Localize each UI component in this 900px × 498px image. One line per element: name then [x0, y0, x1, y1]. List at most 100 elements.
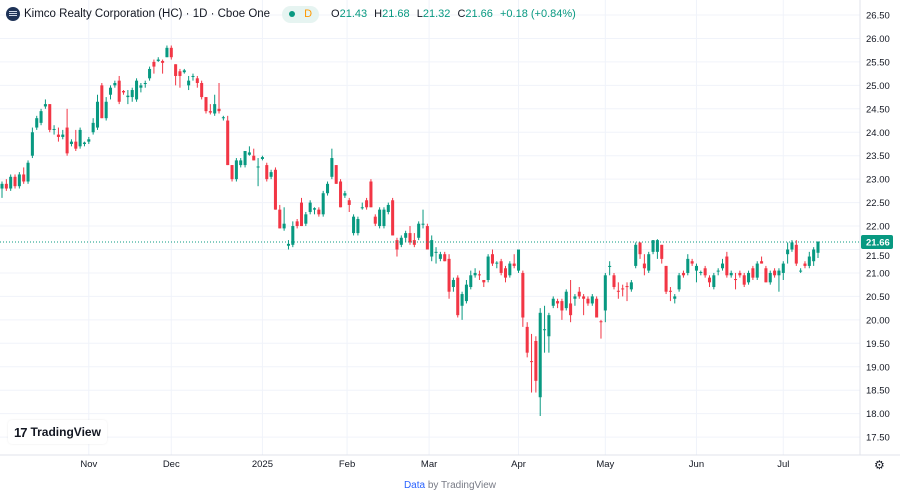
- candle: [135, 78, 139, 102]
- candle-body: [191, 75, 195, 77]
- candle-body: [347, 200, 351, 205]
- candle: [56, 127, 60, 142]
- candle-body: [386, 204, 390, 212]
- candle: [91, 118, 95, 135]
- change-value: +0.18 (+0.84%): [499, 8, 576, 20]
- candle: [330, 148, 334, 180]
- data-link[interactable]: Data: [403, 480, 426, 491]
- candle: [9, 174, 13, 191]
- candle: [638, 242, 642, 259]
- candle: [729, 270, 733, 278]
- candle-body: [720, 263, 725, 269]
- time-tick-label: Mar: [421, 459, 437, 470]
- candle: [69, 139, 73, 147]
- candle-body: [464, 284, 468, 302]
- candle-body: [108, 87, 113, 95]
- candle-body: [616, 290, 620, 292]
- candle: [556, 298, 560, 309]
- candle-body: [330, 158, 334, 177]
- candle: [790, 240, 794, 252]
- candle-body: [373, 216, 377, 224]
- candle: [43, 99, 47, 109]
- candle-body: [734, 279, 738, 281]
- candle-body: [725, 256, 729, 276]
- candle: [490, 249, 494, 266]
- candle: [464, 279, 468, 304]
- candle: [382, 207, 386, 229]
- market-status-badge[interactable]: D: [282, 5, 320, 23]
- price-tick-label: 20.00: [866, 315, 890, 326]
- gear-icon[interactable]: ⚙: [874, 458, 885, 472]
- candle-body: [456, 277, 460, 316]
- candle: [773, 268, 777, 278]
- candle-body: [569, 303, 573, 316]
- candle-body: [543, 329, 547, 331]
- candle-body: [786, 249, 790, 255]
- candle-body: [781, 263, 785, 273]
- candles: [0, 45, 820, 416]
- candle: [447, 254, 451, 299]
- candle: [26, 160, 30, 184]
- candle: [0, 181, 4, 198]
- candle-body: [299, 202, 304, 227]
- price-tick-label: 19.00: [866, 362, 890, 373]
- candle: [716, 268, 720, 276]
- candle-body: [673, 296, 677, 299]
- candle-body: [595, 298, 599, 318]
- candle-body: [48, 104, 52, 130]
- candle: [734, 272, 738, 290]
- candle: [278, 204, 282, 229]
- candle: [74, 129, 78, 152]
- candle-body: [273, 169, 277, 210]
- candle: [664, 265, 668, 295]
- candle: [807, 251, 811, 269]
- candle: [243, 151, 247, 168]
- candle: [647, 251, 651, 273]
- price-tick-label: 21.50: [866, 251, 890, 262]
- price-axis[interactable]: 26.50 26.00 25.50 25.00 24.50 24.00 23.50 23.00…: [866, 11, 890, 444]
- time-axis[interactable]: Nov Dec 2025 Feb Mar Apr May Jun Jul: [80, 459, 789, 470]
- footer-text: by TradingView: [427, 480, 497, 491]
- candle: [143, 80, 147, 88]
- candle-body: [477, 274, 481, 276]
- candle-body: [738, 272, 742, 276]
- candle-body: [547, 315, 551, 337]
- candle: [152, 59, 156, 74]
- candle-body: [286, 243, 290, 246]
- candle-body: [17, 174, 21, 187]
- symbol-title[interactable]: Kimco Realty Corporation (HC) · 1D · Cbo…: [24, 8, 271, 20]
- candle-body: [773, 270, 777, 276]
- candle-body: [30, 132, 34, 156]
- candle-body: [586, 298, 590, 304]
- candle-body: [699, 272, 703, 274]
- candle-body: [117, 80, 121, 102]
- candle: [360, 202, 364, 210]
- candle: [473, 268, 477, 278]
- candle: [703, 265, 707, 278]
- candle-body: [382, 209, 386, 227]
- tradingview-logo[interactable]: 17 TradingView: [8, 420, 107, 444]
- candle: [139, 83, 143, 93]
- candle-body: [816, 241, 820, 253]
- candle-body: [200, 83, 204, 98]
- candle: [642, 254, 646, 276]
- candle-body: [434, 251, 438, 253]
- candle-body: [87, 139, 91, 142]
- time-tick-label: Jul: [777, 459, 789, 470]
- candle: [304, 211, 308, 227]
- price-tick-label: 25.50: [866, 57, 890, 68]
- candle: [616, 282, 620, 299]
- open-value: 21.43: [339, 8, 368, 20]
- candle-body: [178, 71, 182, 76]
- candle: [317, 207, 321, 217]
- candle: [17, 172, 21, 189]
- candle: [369, 179, 373, 208]
- candle-body: [421, 223, 425, 225]
- candle: [195, 75, 199, 88]
- candle: [660, 244, 664, 264]
- candle: [516, 249, 521, 273]
- candle-body: [747, 272, 751, 283]
- candle-body: [317, 209, 321, 215]
- price-tick-label: 19.50: [866, 339, 890, 350]
